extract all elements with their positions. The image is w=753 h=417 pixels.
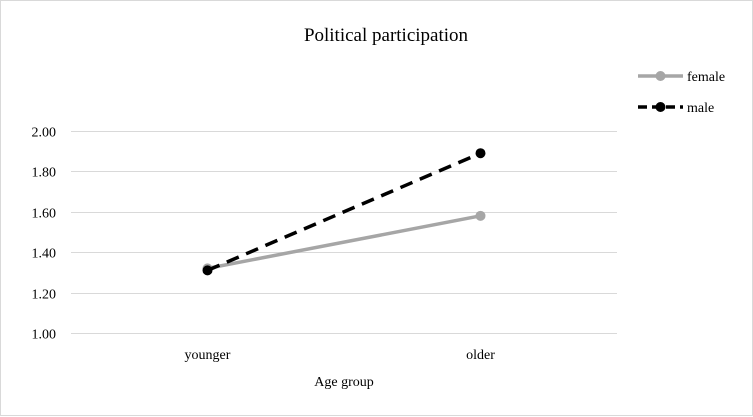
- legend-label-female: female: [687, 70, 725, 85]
- y-tick-label: 1.80: [32, 166, 57, 181]
- x-axis-tick-labels: younger older: [185, 348, 496, 363]
- legend: female male: [638, 70, 725, 116]
- gridlines: [71, 131, 617, 334]
- data-point-female-older: [475, 210, 486, 221]
- y-tick-label: 2.00: [32, 126, 57, 141]
- legend-marker-male: [655, 102, 666, 112]
- series-line-male: [206, 151, 482, 272]
- data-series: [202, 148, 486, 276]
- chart-title: Political participation: [304, 25, 469, 46]
- legend-label-male: male: [687, 101, 714, 116]
- data-point-male-older: [475, 148, 486, 159]
- data-point-male-younger: [202, 265, 213, 276]
- y-tick-label: 1.00: [32, 328, 57, 343]
- x-tick-label: younger: [185, 348, 231, 363]
- y-axis-tick-labels: 1.00 1.20 1.40 1.60 1.80 2.00: [32, 126, 57, 343]
- y-tick-label: 1.20: [32, 288, 57, 303]
- x-axis-title: Age group: [314, 375, 374, 390]
- y-tick-label: 1.60: [32, 207, 57, 222]
- y-tick-label: 1.40: [32, 247, 57, 262]
- x-tick-label: older: [466, 348, 495, 363]
- series-line-female: [207, 214, 481, 271]
- legend-marker-female: [655, 71, 666, 81]
